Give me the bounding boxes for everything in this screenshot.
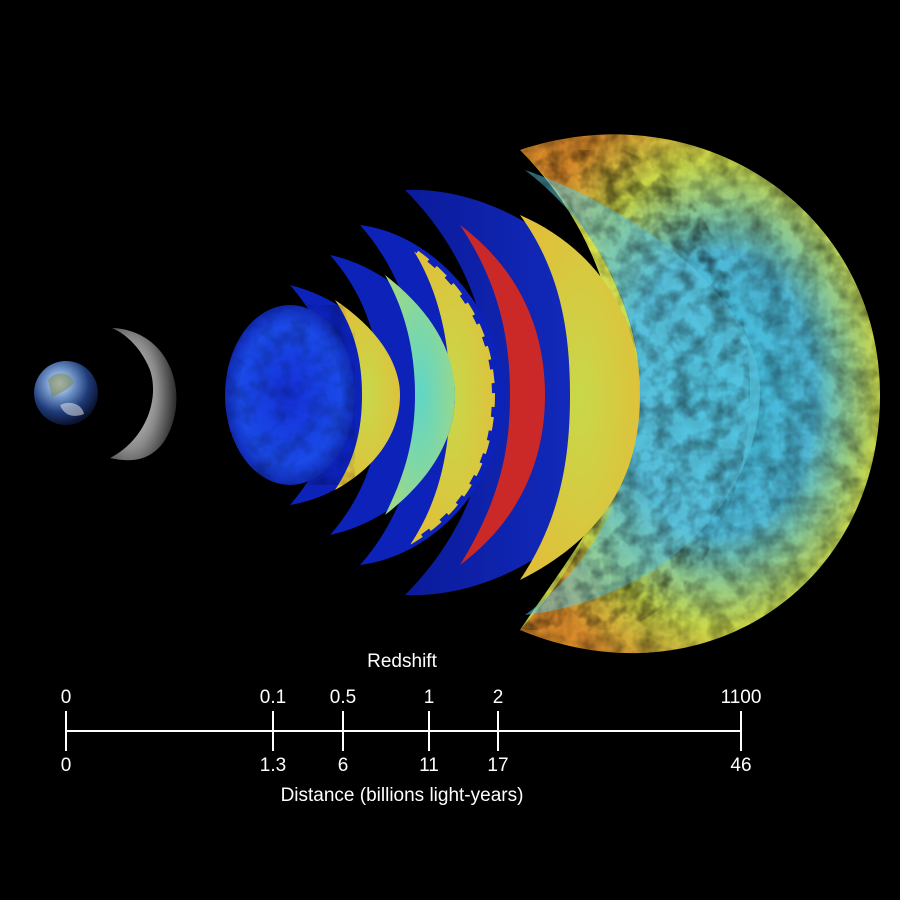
moon-crescent — [110, 328, 177, 461]
distance-tick-label: 17 — [487, 755, 509, 776]
redshift-title: Redshift — [367, 651, 437, 672]
redshift-tick-label: 0.1 — [259, 687, 287, 708]
redshift-tick-label: 1 — [423, 687, 435, 708]
redshift-tick-label: 0.5 — [329, 687, 357, 708]
distance-tick-label: 11 — [419, 755, 439, 776]
distance-tick-label: 6 — [337, 755, 349, 776]
scale-axis — [65, 711, 742, 751]
shell-local — [225, 305, 355, 485]
earth-globe — [34, 361, 98, 425]
redshift-tick-label: 2 — [492, 687, 504, 708]
redshift-tick-label: 0 — [60, 687, 72, 708]
distance-title: Distance (billions light-years) — [280, 785, 524, 806]
distance-tick-label: 1.3 — [259, 755, 287, 776]
redshift-tick-label: 1100 — [720, 687, 762, 708]
distance-tick-label: 46 — [730, 755, 752, 776]
distance-tick-label: 0 — [60, 755, 72, 776]
shell-z2 — [405, 189, 640, 596]
